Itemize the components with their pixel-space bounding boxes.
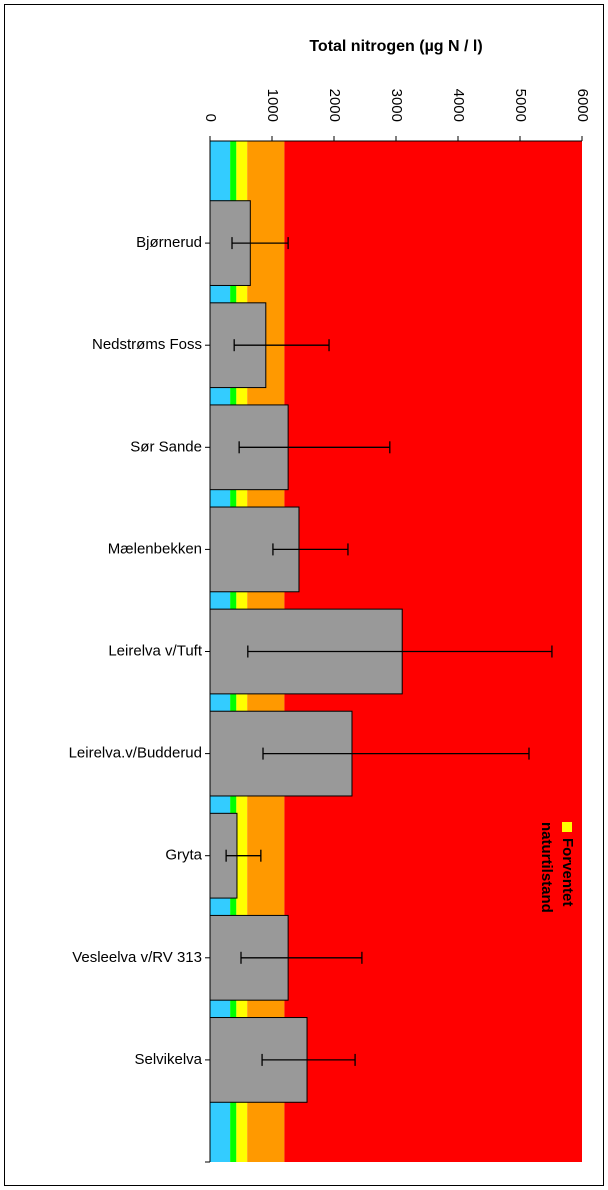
bar <box>209 200 251 286</box>
x-tick-label: 3000 <box>388 89 405 122</box>
y-tick-label: Selvikelva <box>134 1051 202 1068</box>
error-bar <box>272 543 349 556</box>
error-bar <box>233 339 330 352</box>
x-tick-label: 1000 <box>264 89 281 122</box>
error-bar <box>247 645 553 658</box>
x-tick-label: 5000 <box>512 89 529 122</box>
error-bar <box>261 1053 356 1066</box>
error-bar <box>231 237 289 250</box>
y-tick-label: Bjørnerud <box>136 234 202 251</box>
x-tick-label: 6000 <box>574 89 591 122</box>
y-tick-label: Gryta <box>165 847 202 864</box>
error-bar <box>240 951 363 964</box>
y-tick-label: Sør Sande <box>130 438 202 455</box>
y-tick-label: Leirelva.v/Budderud <box>69 745 202 762</box>
x-tick-label: 2000 <box>326 89 343 122</box>
y-tick-label: Leirelva v/Tuft <box>108 642 202 659</box>
error-bar <box>238 441 391 454</box>
chart-title: Total nitrogen (µg N / l) <box>309 38 482 55</box>
error-bar <box>225 849 262 862</box>
y-tick-label: Mælenbekken <box>108 540 202 557</box>
error-bar <box>262 747 530 760</box>
x-tick-label: 4000 <box>450 89 467 122</box>
legend-swatch <box>562 822 572 832</box>
x-tick-label: 0 <box>202 114 219 122</box>
y-tick-label: Nedstrøms Foss <box>92 336 202 353</box>
legend-label: Forventet naturtilstand <box>538 822 576 913</box>
legend: Forventet naturtilstand <box>536 822 578 952</box>
y-tick-label: Vesleelva v/RV 313 <box>72 949 202 966</box>
